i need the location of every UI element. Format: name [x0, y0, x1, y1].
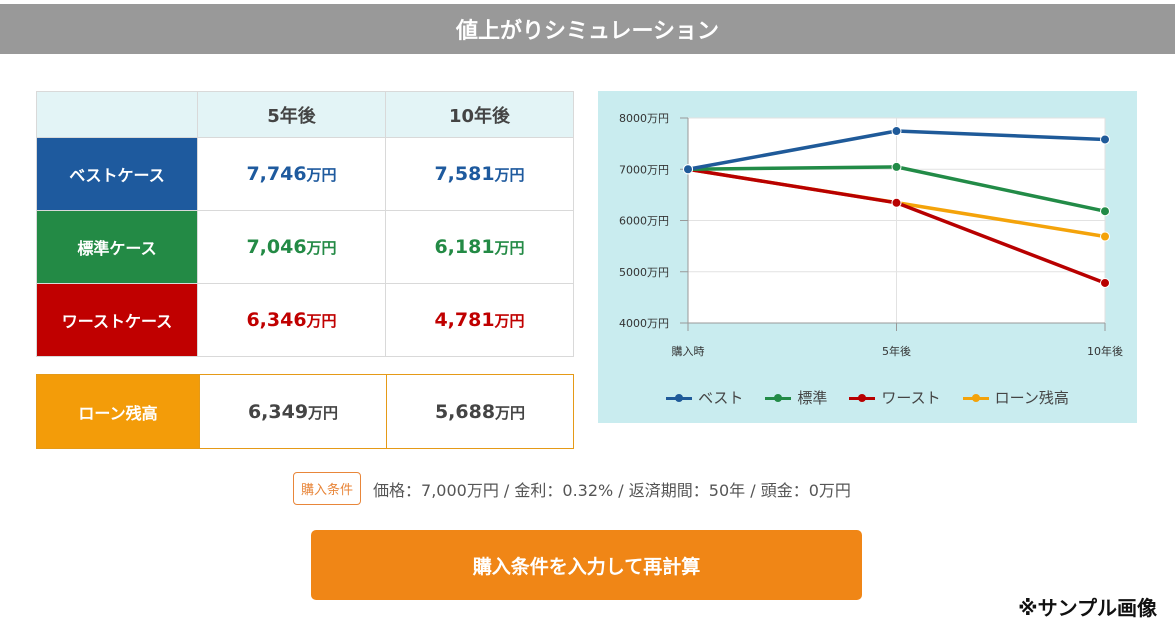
legend-item-best: ベスト	[666, 387, 743, 408]
table-row-worst: ワーストケース 6,346万円 4,781万円	[36, 283, 574, 357]
legend-label: ベスト	[698, 389, 744, 407]
value-cell: 6,349万円	[199, 374, 387, 449]
value-cell: 6,181万円	[385, 210, 574, 284]
value-cell: 6,346万円	[197, 283, 386, 357]
simulation-table: 5年後 10年後 ベストケース 7,746万円 7,581万円 標準ケース 7,…	[36, 91, 574, 357]
data-point	[891, 126, 902, 137]
table-row-loan: ローン残高 6,349万円 5,688万円	[36, 374, 574, 449]
table-corner	[36, 91, 198, 138]
data-point	[1100, 134, 1110, 145]
table-row-standard: 標準ケース 7,046万円 6,181万円	[36, 210, 574, 284]
y-tick-label: 6000万円	[619, 215, 669, 228]
legend-label: ローン残高	[994, 389, 1069, 407]
line-chart: 8000万円 7000万円 6000万円 5000万円 4000万円購入時 5年後 10年後…	[598, 91, 1137, 423]
row-label-best: ベストケース	[36, 137, 198, 211]
x-tick-label: 5年後	[882, 344, 911, 358]
row-label-standard: 標準ケース	[36, 210, 198, 284]
value-cell: 7,746万円	[197, 137, 386, 211]
value-cell: 7,581万円	[385, 137, 574, 211]
conditions-badge: 購入条件	[293, 472, 362, 505]
legend-item-loan: ローン残高	[962, 387, 1069, 408]
legend-item-standard: 標準	[765, 387, 827, 408]
row-label-worst: ワーストケース	[36, 283, 198, 357]
sample-note: ※サンプル画像	[1018, 596, 1157, 620]
value-cell: 4,781万円	[385, 283, 574, 357]
legend-label: ワースト	[881, 389, 941, 407]
data-point	[891, 197, 902, 208]
value-cell: 7,046万円	[197, 210, 386, 284]
data-point	[1100, 277, 1110, 288]
conditions-text: 価格：7,000万円 / 金利：0.32% / 返済期間：50年 / 頭金：0万…	[373, 480, 851, 500]
y-tick-label: 7000万円	[619, 163, 669, 176]
data-point	[1100, 231, 1110, 242]
x-tick-label: 10年後	[1087, 344, 1123, 358]
column-header: 10年後	[385, 91, 574, 138]
recalculate-button[interactable]: 購入条件を入力して再計算	[311, 530, 862, 600]
column-header: 5年後	[197, 91, 386, 138]
row-label-loan: ローン残高	[36, 374, 200, 449]
data-point	[891, 161, 902, 172]
legend-item-worst: ワースト	[849, 387, 941, 408]
chart-legend: ベスト 標準 ワースト ローン残高	[598, 387, 1137, 408]
y-tick-label: 5000万円	[619, 266, 669, 279]
y-tick-label: 4000万円	[619, 317, 669, 330]
legend-label: 標準	[797, 389, 828, 407]
x-tick-label: 購入時	[672, 344, 705, 358]
y-tick-label: 8000万円	[619, 112, 669, 125]
purchase-conditions: 購入条件 価格：7,000万円 / 金利：0.32% / 返済期間：50年 / …	[293, 472, 851, 505]
table-row-best: ベストケース 7,746万円 7,581万円	[36, 137, 574, 211]
value-cell: 5,688万円	[386, 374, 574, 449]
page-title: 値上がりシミュレーション	[0, 4, 1175, 54]
data-point	[1100, 206, 1110, 217]
loan-balance-table: ローン残高 6,349万円 5,688万円	[36, 374, 574, 449]
data-point	[683, 164, 693, 175]
